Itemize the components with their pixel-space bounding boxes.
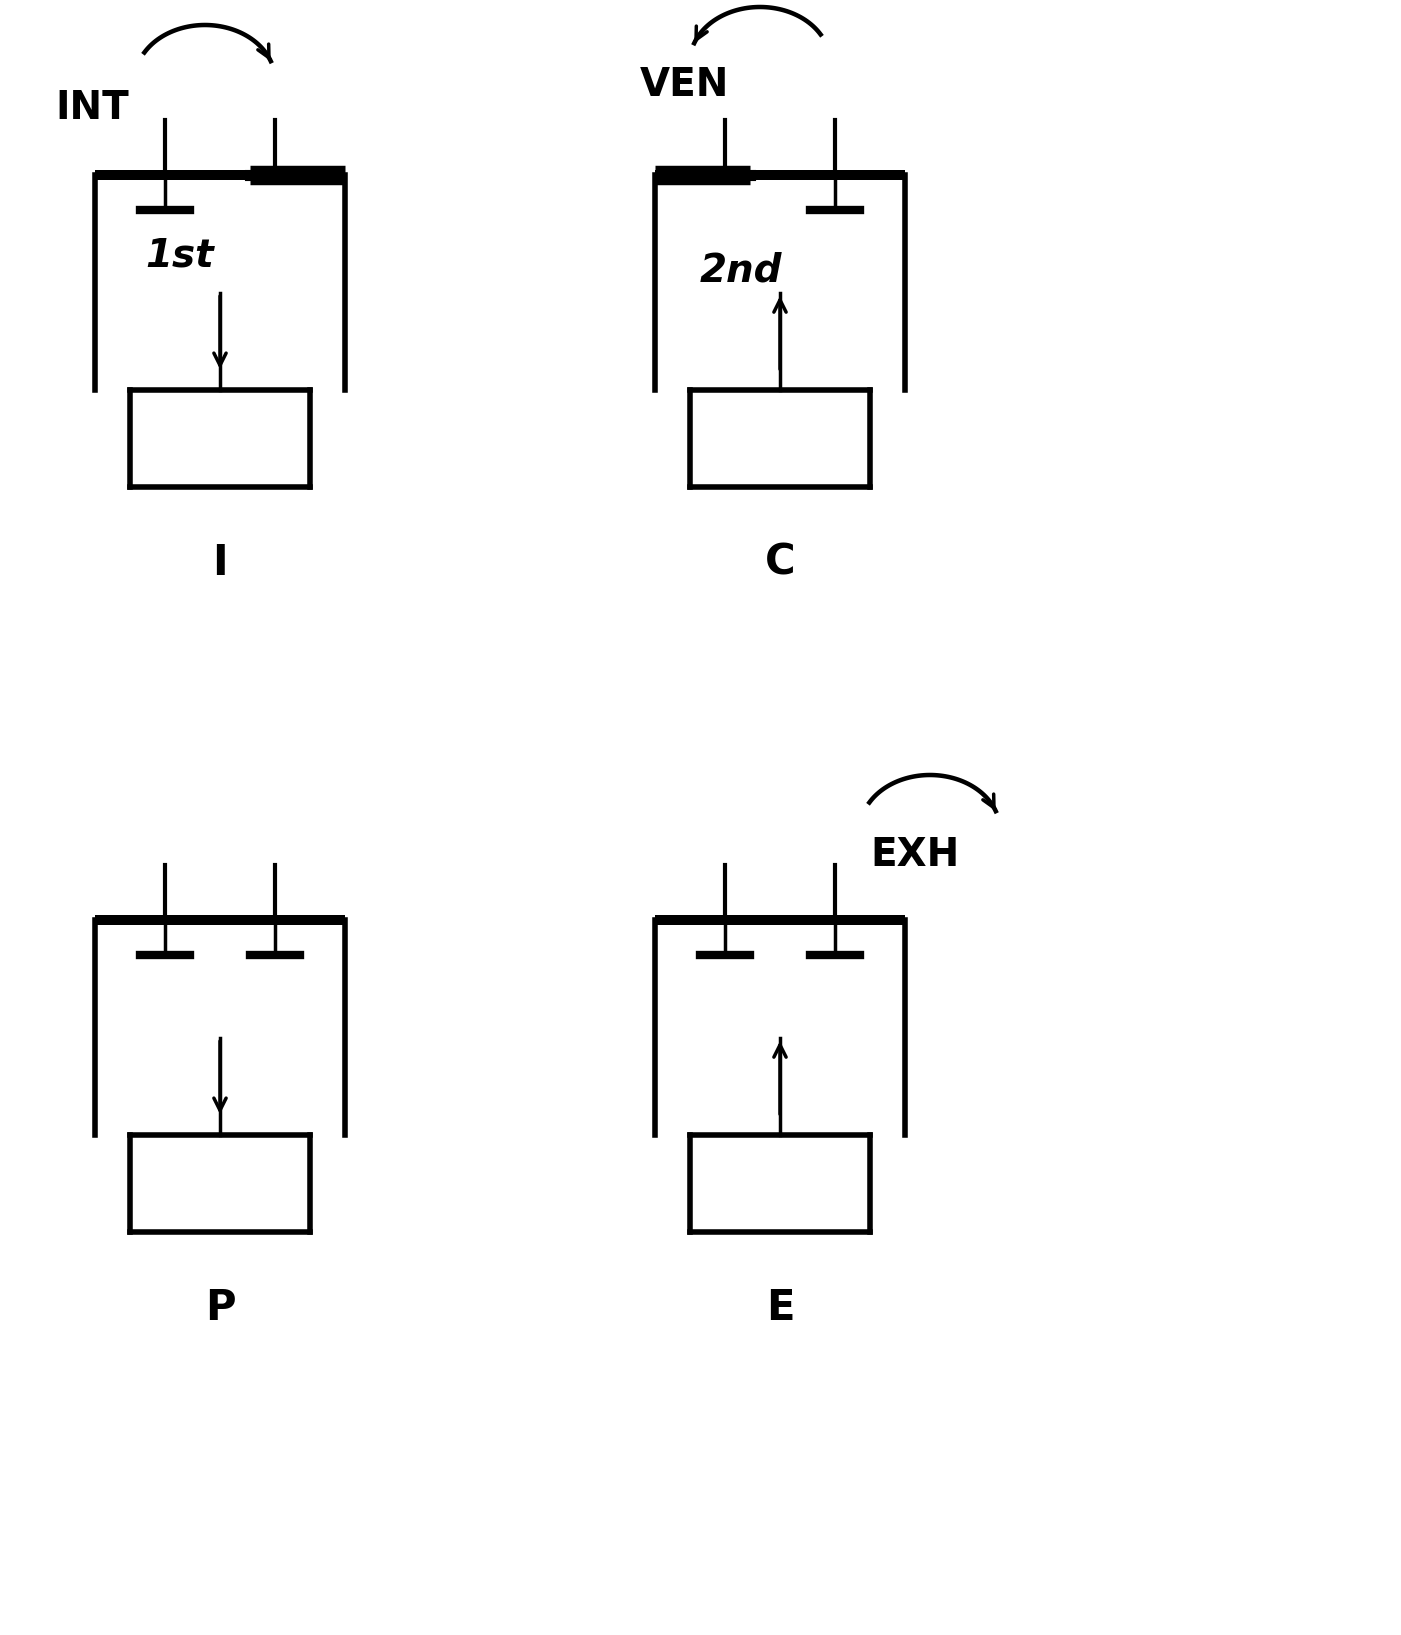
Text: VEN: VEN — [640, 65, 730, 105]
Text: INT: INT — [55, 88, 129, 128]
Text: EXH: EXH — [870, 835, 960, 875]
Text: C: C — [765, 541, 796, 584]
Text: P: P — [205, 1287, 235, 1329]
Text: I: I — [212, 541, 228, 584]
Text: 2nd: 2nd — [700, 252, 783, 289]
Text: 1st: 1st — [144, 235, 214, 275]
Text: E: E — [766, 1287, 794, 1329]
